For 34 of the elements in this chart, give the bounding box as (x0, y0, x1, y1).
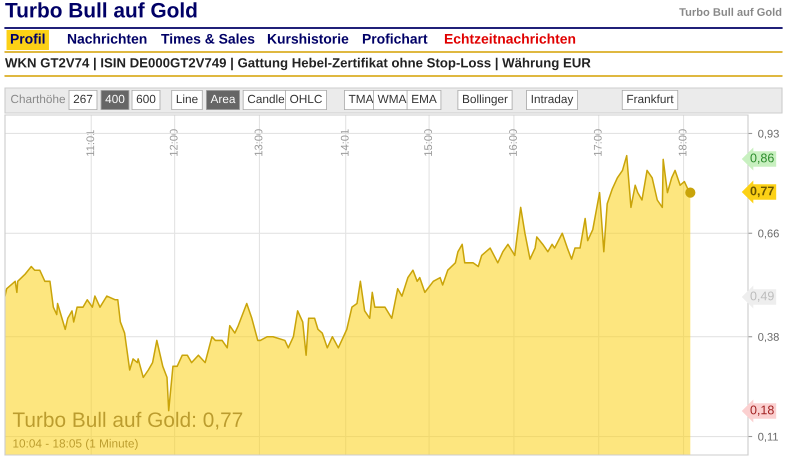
text: Charthöhe (11, 94, 66, 104)
text: Times & Sales (161, 34, 254, 44)
text: Frankfurt (627, 94, 674, 104)
y-tick-label: 0,66 (758, 230, 779, 239)
text: 400 (105, 94, 124, 104)
text: 0,77 (750, 186, 774, 198)
annotation: Turbo Bull auf Gold: 0,77 (12, 412, 242, 430)
x-tick-label: 11:01 (86, 130, 94, 156)
y-tick-label: 0,38 (758, 333, 779, 342)
text: TMA (348, 94, 374, 104)
text: 600 (136, 94, 156, 104)
text: Nachrichten (68, 34, 146, 44)
text: Line (176, 94, 198, 104)
text: Candle (248, 94, 284, 104)
text: WKN GT2V74 | ISIN DE000GT2V749 | Gattung Hebel-Zertifikat ohne Stop-Loss | Währung EUR (5, 58, 591, 70)
chart-title: Turbo Bull auf Gold (5, 2, 197, 18)
text: WMA (378, 94, 406, 104)
text: Area (210, 94, 236, 104)
x-tick-label: 14:01 (340, 129, 349, 156)
text: Turbo Bull auf Gold (679, 8, 782, 16)
text: Kurshistorie (268, 34, 348, 44)
text: Bollinger (463, 94, 508, 106)
text: Intraday (532, 94, 574, 106)
text: 0,86 (750, 154, 774, 164)
y-tick-label: 0,11 (758, 432, 778, 442)
text: OHLC (290, 94, 322, 104)
text: 267 (74, 94, 92, 104)
text: EMA (412, 94, 437, 104)
y-tick-label: 0,93 (758, 130, 779, 139)
annotation: 10:04 - 18:05 (1 Minute) (13, 438, 138, 450)
text: Profichart (362, 34, 428, 44)
text: Echtzeitnachrichten (444, 34, 576, 44)
text: Profil (10, 34, 45, 44)
text: 0,18 (750, 406, 774, 416)
